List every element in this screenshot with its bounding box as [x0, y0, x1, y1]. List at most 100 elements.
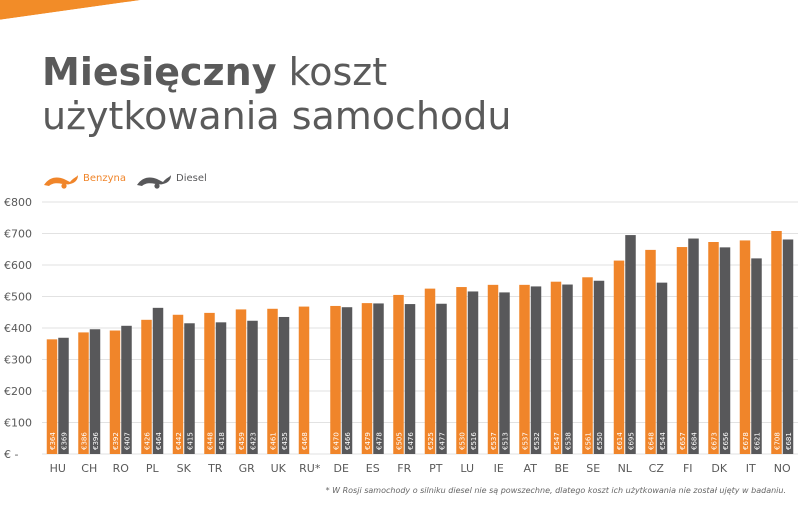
y-tick-label: €200: [4, 385, 32, 398]
bar-diesel: [688, 238, 699, 454]
y-tick-label: €500: [4, 291, 32, 304]
bar-benzyna: [298, 306, 310, 454]
x-tick-label: FI: [683, 462, 693, 475]
bar-benzyna: [676, 247, 688, 454]
x-tick-label: SE: [586, 462, 600, 475]
x-tick-label: IT: [746, 462, 756, 475]
bar-diesel: [404, 304, 416, 454]
bar-benzyna: [78, 332, 89, 454]
x-tick-label: GR: [239, 462, 256, 475]
bar-label-diesel: €476: [407, 432, 415, 450]
bar-value-labels: €364 €369 €386 €396 €392 €407 €426 €464 €442 €415…: [49, 432, 793, 450]
bar-diesel: [625, 235, 636, 454]
legend-item-benzyna: Benzyna: [40, 170, 126, 192]
bar-label-benzyna: €386: [81, 432, 89, 450]
bar-label-diesel: €681: [785, 432, 793, 450]
bar-benzyna: [456, 287, 467, 454]
y-tick-label: € -: [4, 448, 18, 461]
bar-label-benzyna: €442: [175, 432, 183, 450]
x-tick-label: RO: [113, 462, 130, 475]
bar-label-benzyna: €459: [238, 432, 246, 450]
bar-diesel: [373, 303, 384, 454]
bar-diesel: [58, 337, 69, 454]
x-axis-ticks: HU CH RO PL SK TR GR UK RU* DE ES FR PT LU IE AT BE SE NL C…: [50, 462, 791, 475]
x-tick-label: PT: [429, 462, 443, 475]
x-tick-label: ES: [366, 462, 380, 475]
footnote: * W Rosji samochody o silniku diesel nie…: [325, 486, 786, 495]
bar-label-benzyna: €448: [207, 432, 215, 450]
bar-label-benzyna: €537: [490, 432, 498, 450]
x-tick-label: CZ: [649, 462, 665, 475]
bar-label-benzyna: €673: [711, 432, 719, 450]
bar-label-benzyna: €678: [742, 432, 750, 450]
bar-label-diesel: €544: [659, 432, 667, 450]
bar-diesel: [499, 292, 510, 454]
x-tick-label: DE: [334, 462, 349, 475]
x-tick-label: UK: [271, 462, 287, 475]
bar-diesel: [593, 280, 605, 454]
bar-label-diesel: €407: [124, 432, 132, 450]
title-bold-word: Miesięczny: [42, 50, 277, 94]
fuel-drop-gray-icon: [137, 175, 171, 189]
bar-label-diesel: €656: [722, 432, 730, 450]
bar-label-diesel: €621: [754, 432, 762, 450]
bar-label-diesel: €532: [533, 432, 541, 450]
bar-diesel: [247, 320, 258, 454]
bar-benzyna: [361, 303, 373, 454]
bars: [46, 230, 794, 454]
bar-benzyna: [172, 314, 184, 454]
title-rest-line1: koszt: [288, 50, 388, 94]
bar-label-benzyna: €525: [427, 432, 435, 450]
x-tick-label: CH: [81, 462, 97, 475]
bar-diesel: [341, 307, 353, 454]
y-tick-label: €600: [4, 259, 32, 272]
bar-label-benzyna: €648: [648, 432, 656, 450]
x-tick-label: SK: [177, 462, 192, 475]
bar-diesel: [751, 258, 762, 454]
x-tick-label: PL: [146, 462, 160, 475]
bar-label-diesel: €478: [376, 432, 384, 450]
bar-diesel: [530, 286, 542, 454]
bar-diesel: [184, 323, 195, 454]
bar-benzyna: [330, 305, 341, 454]
bar-diesel: [89, 329, 101, 454]
bar-label-benzyna: €392: [112, 432, 120, 450]
bar-benzyna: [582, 277, 593, 454]
bar-benzyna: [771, 230, 782, 454]
bar-label-diesel: €418: [218, 432, 226, 450]
bar-diesel: [656, 282, 668, 454]
bar-diesel: [121, 325, 132, 454]
bar-label-diesel: €423: [250, 432, 258, 450]
bar-label-diesel: €538: [565, 432, 573, 450]
grid-lines: [42, 201, 798, 455]
bar-label-diesel: €513: [502, 432, 510, 450]
title-line2: użytkowania samochodu: [42, 94, 512, 138]
x-tick-label: HU: [50, 462, 66, 475]
y-tick-label: €100: [4, 417, 32, 430]
bar-diesel: [152, 307, 164, 454]
x-tick-label: NO: [774, 462, 791, 475]
bar-chart: € - €100 €200 €300 €400 €500 €600 €700 €800 €364…: [4, 196, 798, 475]
decorative-orange-stripe: [0, 0, 316, 22]
bar-diesel: [562, 284, 573, 454]
bar-diesel: [215, 322, 227, 454]
bar-label-benzyna: €461: [270, 432, 278, 450]
bar-benzyna: [739, 240, 751, 454]
bar-label-benzyna: €426: [144, 432, 152, 450]
bar-label-benzyna: €547: [553, 432, 561, 450]
x-tick-label: DK: [711, 462, 727, 475]
bar-label-diesel: €516: [470, 432, 478, 450]
fuel-drop-orange-icon: [44, 175, 78, 189]
bar-label-diesel: €415: [187, 432, 195, 450]
legend-item-diesel: Diesel: [133, 170, 207, 192]
bar-diesel: [719, 247, 731, 454]
bar-benzyna: [708, 242, 719, 454]
bar-label-diesel: €464: [155, 432, 163, 450]
bar-benzyna: [46, 339, 58, 454]
bar-label-benzyna: €505: [396, 432, 404, 450]
page-title: Miesięczny koszt użytkowania samochodu: [42, 50, 511, 138]
y-axis-ticks: € - €100 €200 €300 €400 €500 €600 €700 €800: [4, 196, 32, 461]
bar-label-diesel: €477: [439, 432, 447, 450]
x-tick-label: FR: [397, 462, 411, 475]
bar-benzyna: [550, 281, 562, 454]
